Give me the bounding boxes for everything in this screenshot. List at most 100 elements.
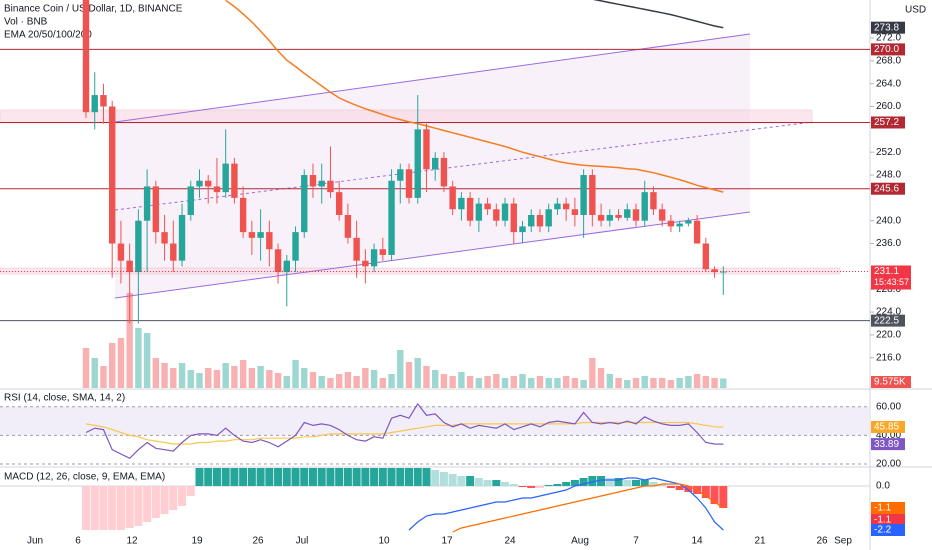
- macd-hist: [544, 485, 553, 486]
- volume-bar: [711, 378, 718, 388]
- x-tick-label: 6: [75, 536, 81, 547]
- volume-bar: [493, 374, 500, 388]
- volume-bar: [501, 378, 509, 388]
- macd-hist: [588, 476, 597, 486]
- candle-body: [231, 163, 238, 198]
- candle-body: [108, 106, 116, 244]
- volume-bar: [589, 358, 596, 388]
- y-tick-label: 224.0: [876, 307, 901, 318]
- candle-body: [484, 203, 491, 210]
- macd-hist: [378, 468, 387, 486]
- macd-hist: [308, 468, 317, 486]
- macd-hist: [82, 486, 90, 530]
- macd-hist: [623, 480, 632, 486]
- macd-hist: [666, 486, 675, 488]
- candle-body: [82, 0, 90, 113]
- volume-bar: [266, 370, 273, 388]
- candle-body: [248, 232, 256, 238]
- volume-bar: [676, 378, 683, 388]
- candle-body: [143, 186, 151, 221]
- macd-hist: [448, 474, 457, 486]
- volume-bar: [91, 358, 98, 388]
- volume-bar: [405, 362, 413, 388]
- volume-bar: [318, 376, 325, 388]
- volume-bar: [143, 333, 151, 388]
- macd-hist: [116, 486, 125, 530]
- candle-body: [545, 209, 552, 227]
- currency: USD: [905, 5, 926, 16]
- volume-bar: [423, 366, 430, 388]
- macd-hist: [710, 486, 719, 504]
- macd-hist: [90, 486, 99, 530]
- macd-hist: [501, 482, 510, 486]
- price-tag-label: 222.5: [874, 315, 899, 326]
- candle-body: [362, 260, 369, 267]
- macd-hist: [640, 480, 649, 486]
- volume-bar: [353, 376, 360, 388]
- volume-bar: [344, 372, 352, 388]
- x-tick-label: 19: [191, 536, 203, 547]
- macd-hist: [509, 484, 518, 486]
- volume-bar: [239, 360, 247, 388]
- macd-hist: [204, 468, 213, 486]
- volume-bar: [484, 376, 491, 388]
- candle-body: [274, 249, 282, 273]
- volume-bar: [458, 372, 465, 388]
- candle-body: [667, 220, 675, 227]
- macd-hist: [335, 468, 344, 486]
- macd-hist: [719, 486, 728, 508]
- macd-hist: [265, 468, 274, 486]
- candle-body: [589, 175, 596, 215]
- rsi-title: RSI (14, close, SMA, 14, 2): [4, 393, 125, 404]
- macd-hist: [614, 478, 623, 486]
- macd-hist: [387, 468, 396, 486]
- x-tick-label: 26: [252, 536, 264, 547]
- volume-bar: [650, 378, 657, 388]
- macd-hist: [466, 476, 475, 486]
- volume-bar: [440, 374, 448, 388]
- macd-hist: [597, 476, 606, 486]
- y-tick-label: 248.0: [876, 170, 901, 181]
- candle-body: [318, 180, 325, 187]
- volume-bar: [126, 293, 133, 388]
- y-tick-label: 236.0: [876, 238, 901, 249]
- y-tick-label: 216.0: [876, 352, 901, 363]
- candle-body: [501, 203, 509, 221]
- candle-body: [283, 260, 290, 273]
- candle-body: [91, 95, 98, 113]
- macd-hist: [396, 468, 405, 486]
- volume-bar: [519, 374, 526, 388]
- volume-bar: [362, 368, 369, 388]
- candle-body: [301, 175, 308, 233]
- macd-hist: [579, 478, 588, 486]
- candle-body: [449, 186, 456, 210]
- volume-bar: [624, 380, 631, 388]
- candle-body: [493, 209, 500, 221]
- volume-bar: [632, 378, 640, 388]
- macd-hist: [195, 468, 204, 486]
- macd-hist: [186, 486, 195, 496]
- zone: [0, 109, 813, 124]
- candle-body: [187, 186, 194, 215]
- macd-hist: [212, 468, 221, 486]
- volume-bar: [152, 358, 160, 388]
- macd-hist: [230, 468, 239, 486]
- x-tick-label: 17: [441, 536, 453, 547]
- volume-bar: [257, 366, 264, 388]
- volume-bar: [388, 374, 395, 388]
- macd-hist: [125, 486, 134, 528]
- candle-body: [222, 163, 229, 193]
- volume-bar: [667, 380, 675, 388]
- candle-body: [388, 180, 395, 255]
- price-tag-label: 270.0: [874, 44, 899, 55]
- y-tick-label: 220.0: [876, 330, 901, 341]
- candle-body: [466, 197, 474, 221]
- price-tag: [871, 420, 905, 433]
- macd-hist: [300, 468, 309, 486]
- volume-bar: [205, 368, 212, 388]
- candle-body: [458, 197, 465, 210]
- y-tick-label: 60.00: [876, 401, 901, 412]
- macd-hist: [343, 468, 352, 486]
- ema-line: [592, 0, 724, 29]
